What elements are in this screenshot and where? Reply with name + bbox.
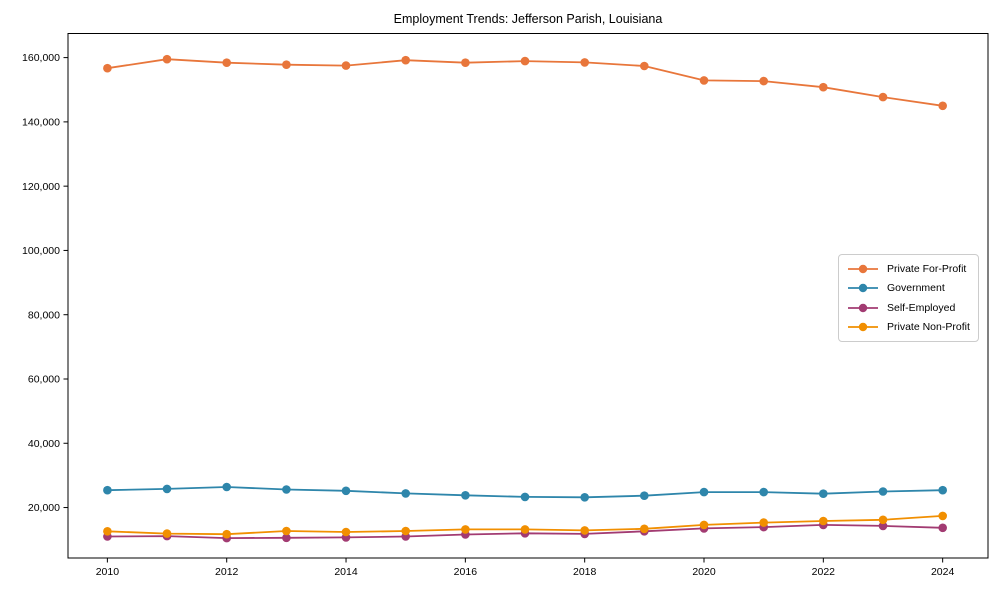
x-tick-label: 2018 bbox=[573, 566, 597, 578]
legend-marker-self-employed bbox=[848, 303, 878, 312]
data-point-private-for-profit bbox=[103, 63, 112, 73]
data-point-private-for-profit bbox=[878, 92, 888, 102]
data-point-private-for-profit bbox=[640, 61, 649, 71]
y-tick-label: 40,000 bbox=[28, 438, 60, 450]
data-point-self-employed bbox=[282, 533, 291, 543]
data-point-private-non-profit bbox=[461, 525, 470, 534]
x-tick-label: 2024 bbox=[931, 566, 955, 578]
data-point-government bbox=[162, 484, 172, 494]
data-point-government bbox=[640, 491, 649, 501]
legend-item-government: Government bbox=[847, 279, 972, 297]
data-point-government bbox=[520, 492, 530, 502]
x-tick-label: 2010 bbox=[96, 566, 120, 578]
data-point-government bbox=[938, 485, 947, 495]
data-point-private-non-profit bbox=[938, 511, 947, 521]
x-tick-label: 2020 bbox=[692, 566, 716, 578]
legend-marker-private-non-profit bbox=[848, 323, 878, 332]
data-point-government bbox=[341, 486, 351, 496]
x-tick-label: 2016 bbox=[454, 566, 478, 578]
legend-item-private-non-profit: Private Non-Profit bbox=[847, 318, 972, 336]
data-point-government bbox=[282, 485, 291, 494]
legend-label-government: Government bbox=[887, 282, 945, 295]
data-point-private-for-profit bbox=[819, 82, 828, 92]
data-point-private-for-profit bbox=[580, 58, 589, 67]
y-tick-label: 60,000 bbox=[28, 374, 60, 386]
data-point-private-non-profit bbox=[162, 529, 172, 538]
data-point-private-non-profit bbox=[580, 526, 589, 535]
legend-item-self-employed: Self-Employed bbox=[847, 299, 972, 317]
data-point-private-for-profit bbox=[520, 56, 530, 66]
data-point-government bbox=[819, 489, 828, 499]
data-point-government bbox=[222, 482, 231, 492]
data-point-government bbox=[461, 491, 470, 500]
data-point-private-for-profit bbox=[282, 60, 291, 69]
data-point-private-non-profit bbox=[759, 518, 768, 527]
data-point-private-for-profit bbox=[401, 55, 411, 65]
data-point-government bbox=[878, 487, 888, 496]
series-line-private-for-profit bbox=[106, 58, 944, 107]
x-tick-label: 2014 bbox=[334, 566, 358, 578]
data-point-self-employed bbox=[938, 523, 947, 533]
legend-item-private-for-profit: Private For-Profit bbox=[847, 260, 972, 278]
legend: Private For-Profit Government Self-Emplo… bbox=[838, 254, 979, 342]
x-tick-label: 2012 bbox=[215, 566, 239, 578]
legend-marker-government bbox=[848, 284, 878, 293]
x-tick-label: 2022 bbox=[812, 566, 836, 578]
data-point-private-non-profit bbox=[878, 515, 888, 525]
legend-label-private-for-profit: Private For-Profit bbox=[887, 262, 967, 275]
data-point-private-for-profit bbox=[461, 58, 470, 67]
data-point-government bbox=[401, 489, 411, 498]
data-point-private-non-profit bbox=[341, 527, 351, 537]
data-point-private-non-profit bbox=[222, 529, 231, 539]
data-point-private-non-profit bbox=[640, 524, 649, 534]
data-point-private-non-profit bbox=[401, 526, 411, 536]
data-point-private-non-profit bbox=[699, 520, 709, 530]
y-tick-label: 100,000 bbox=[22, 245, 60, 257]
y-tick-label: 120,000 bbox=[22, 181, 60, 193]
legend-marker-private-for-profit bbox=[848, 264, 878, 273]
data-point-private-for-profit bbox=[759, 76, 768, 86]
data-point-private-non-profit bbox=[520, 525, 530, 534]
legend-label-private-non-profit: Private Non-Profit bbox=[887, 321, 970, 334]
data-point-private-for-profit bbox=[162, 54, 172, 64]
data-point-private-non-profit bbox=[819, 516, 828, 526]
chart-title: Employment Trends: Jefferson Parish, Lou… bbox=[393, 12, 663, 26]
data-point-government bbox=[699, 487, 709, 497]
data-point-private-non-profit bbox=[282, 526, 291, 536]
data-point-private-for-profit bbox=[222, 58, 231, 67]
y-tick-label: 140,000 bbox=[22, 116, 60, 128]
data-point-private-for-profit bbox=[699, 76, 709, 85]
legend-label-self-employed: Self-Employed bbox=[887, 301, 956, 314]
data-point-self-employed bbox=[878, 521, 888, 531]
plot-border bbox=[67, 33, 989, 559]
y-tick-label: 160,000 bbox=[22, 52, 60, 64]
data-point-private-for-profit bbox=[938, 101, 947, 111]
y-tick-label: 20,000 bbox=[28, 502, 60, 514]
data-point-private-for-profit bbox=[341, 61, 351, 70]
data-point-private-non-profit bbox=[103, 527, 112, 536]
data-point-government bbox=[580, 493, 589, 502]
y-tick-label: 80,000 bbox=[28, 309, 60, 321]
data-point-government bbox=[103, 485, 112, 495]
data-point-government bbox=[759, 487, 768, 497]
